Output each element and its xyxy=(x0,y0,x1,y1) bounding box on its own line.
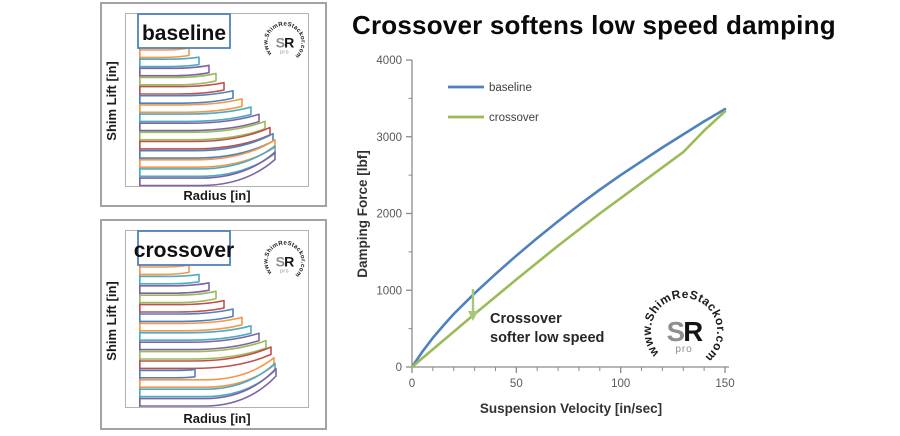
shim-outline xyxy=(139,132,274,159)
shim-outline xyxy=(139,332,260,351)
shim-outline xyxy=(139,308,234,323)
shim-outline xyxy=(139,151,276,187)
shim-outline xyxy=(139,346,272,370)
legend-label-baseline: baseline xyxy=(489,82,532,94)
baseline-shims xyxy=(139,47,276,187)
shim-lift-axis-label: Shim Lift [in] xyxy=(104,281,119,361)
x-tick-label: 150 xyxy=(715,378,734,390)
crossover-arrow xyxy=(468,289,478,321)
shim-outline xyxy=(139,89,234,104)
damping-force-plot: 0 1000 2000 3000 4000 0 50 100 150 Damping Force… xyxy=(355,55,735,416)
shim-outline xyxy=(139,64,210,77)
radius-axis-label: Radius [in] xyxy=(183,188,251,203)
shim-lift-axis-label: Shim Lift [in] xyxy=(104,61,119,141)
baseline-title-box xyxy=(137,13,231,49)
y-tick-label: 4000 xyxy=(376,55,402,67)
baseline-title: baseline xyxy=(142,22,226,45)
crossover-title-box xyxy=(137,230,231,266)
shim-outline xyxy=(139,339,267,360)
y-tick-label: 2000 xyxy=(376,209,402,221)
crossover-shims xyxy=(139,264,277,407)
shim-outline xyxy=(139,106,252,123)
shim-outline xyxy=(139,120,266,141)
radius-axis-label: Radius [in] xyxy=(183,411,251,426)
crossover-shim-panel: Shim Lift [in] crossover Radius [in] xyxy=(100,219,327,430)
legend-label-crossover: crossover xyxy=(489,112,539,124)
annotation-line1: Crossover xyxy=(490,311,562,327)
x-tick-label: 50 xyxy=(510,378,523,390)
series-crossover xyxy=(410,110,727,369)
x-axis-title: Suspension Velocity [in/sec] xyxy=(480,401,662,416)
shim-outline xyxy=(139,299,225,313)
damping-force-chart: 0 1000 2000 3000 4000 0 50 100 150 Damping Force… xyxy=(350,46,840,431)
page-title: Crossover softens low speed damping xyxy=(352,10,836,40)
shim-outline xyxy=(139,113,260,132)
shim-outline xyxy=(139,325,252,341)
y-tick-label: 0 xyxy=(396,362,402,374)
shim-outline xyxy=(139,81,225,95)
shim-outline xyxy=(139,47,190,59)
shimrestackor-logo-small xyxy=(262,239,307,279)
shim-outline xyxy=(139,357,275,388)
shimrestackor-logo-small xyxy=(262,20,307,60)
x-tick-label: 100 xyxy=(611,378,630,390)
y-tick-label: 1000 xyxy=(376,285,402,297)
shim-outline xyxy=(139,126,271,150)
chart-curves xyxy=(410,107,727,369)
shim-outline xyxy=(139,145,276,178)
shim-outline xyxy=(139,290,217,304)
shim-outline xyxy=(139,264,190,276)
y-axis-title: Damping Force [lbf] xyxy=(355,150,370,278)
chart-legend: baseline crossover xyxy=(448,82,539,124)
shim-outline xyxy=(139,368,196,379)
shimrestackor-logo-large xyxy=(639,286,729,366)
y-tick-label: 3000 xyxy=(376,132,402,144)
baseline-stack-plot: baseline xyxy=(125,13,309,187)
annotation-line2: softer low speed xyxy=(490,330,604,346)
shim-outline xyxy=(139,56,200,68)
series-baseline xyxy=(410,107,727,369)
crossover-title: crossover xyxy=(134,239,234,262)
shim-outline xyxy=(139,367,277,407)
shim-outline xyxy=(139,273,200,285)
chart-axes: 0 1000 2000 3000 4000 0 50 100 150 xyxy=(376,55,734,390)
baseline-shim-panel: Shim Lift [in] baseline Radius [in] xyxy=(100,2,327,207)
arrow-head-icon xyxy=(468,311,478,321)
shim-outline xyxy=(139,72,217,86)
shim-outline xyxy=(139,282,210,294)
shim-outline xyxy=(139,139,276,168)
x-tick-label: 0 xyxy=(409,378,415,390)
shim-outline xyxy=(139,316,243,332)
shim-outline xyxy=(139,362,276,398)
shim-outline xyxy=(139,98,243,114)
crossover-stack-plot: crossover xyxy=(125,230,309,408)
